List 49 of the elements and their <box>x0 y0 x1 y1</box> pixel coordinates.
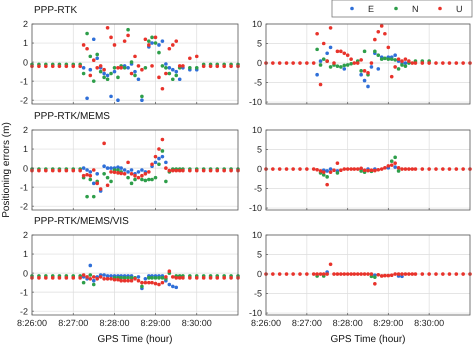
y-axis-title: Positioning errors (m) <box>1 122 12 218</box>
y-tick-label: 0 <box>256 269 262 280</box>
y-tick-label: -2 <box>20 306 28 316</box>
y-tick-label: -1 <box>20 182 28 192</box>
x-tick-label: 8:30:00 <box>414 318 444 328</box>
y-tick-label: -5 <box>254 288 262 299</box>
x-axis-title: GPS Time (hour) <box>97 334 173 345</box>
chart-title: PPP-RTK/MEMS <box>34 111 110 122</box>
y-tick-label: -1 <box>20 287 28 298</box>
y-tick-label: 2 <box>22 230 28 240</box>
legend-label: E <box>368 4 374 14</box>
chart-title: PPP-RTK/MEMS/VIS <box>34 216 130 227</box>
y-tick-label: 1 <box>22 249 28 260</box>
y-tick-label: 10 <box>252 125 262 136</box>
x-tick-label: 8:27:00 <box>292 318 322 328</box>
x-tick-label: 8:26:00 <box>250 318 282 328</box>
chart-title: PPP-RTK <box>34 5 78 16</box>
legend-label: U <box>456 4 462 14</box>
y-tick-label: 0 <box>22 163 28 174</box>
y-tick-label: 0 <box>22 57 28 68</box>
y-tick-label: 1 <box>22 38 28 48</box>
y-tick-label: -1 <box>20 76 28 86</box>
y-tick-label: 5 <box>256 144 262 155</box>
y-tick-label: 10 <box>252 19 262 30</box>
x-tick-label: 8:29:00 <box>140 318 171 328</box>
x-tick-label: 8:28:00 <box>332 318 363 328</box>
x-tick-label: 8:28:00 <box>99 318 130 328</box>
y-tick-label: -5 <box>254 184 262 194</box>
y-tick-label: 2 <box>22 125 28 136</box>
y-tick-label: 0 <box>22 268 28 278</box>
y-tick-label: 2 <box>22 19 28 30</box>
y-tick-label: 0 <box>256 58 262 68</box>
x-tick-label: 8:30:00 <box>182 318 212 328</box>
y-tick-label: -5 <box>254 78 262 88</box>
x-tick-label: 8:29:00 <box>373 318 404 328</box>
x-tick-label: 8:26:00 <box>16 318 48 328</box>
x-axis-title: GPS Time (hour) <box>330 334 406 345</box>
y-tick-label: 1 <box>22 144 28 154</box>
y-tick-label: 5 <box>256 250 262 260</box>
y-tick-label: -2 <box>20 95 28 106</box>
y-tick-label: -10 <box>248 97 262 108</box>
y-tick-label: 5 <box>256 38 262 49</box>
y-tick-label: -10 <box>248 308 262 318</box>
legend-label: N <box>412 4 418 14</box>
y-tick-label: -2 <box>20 201 28 212</box>
y-tick-label: 10 <box>252 230 262 240</box>
y-tick-label: 0 <box>256 164 262 174</box>
y-tick-label: -10 <box>248 203 262 214</box>
x-tick-label: 8:27:00 <box>58 318 88 328</box>
